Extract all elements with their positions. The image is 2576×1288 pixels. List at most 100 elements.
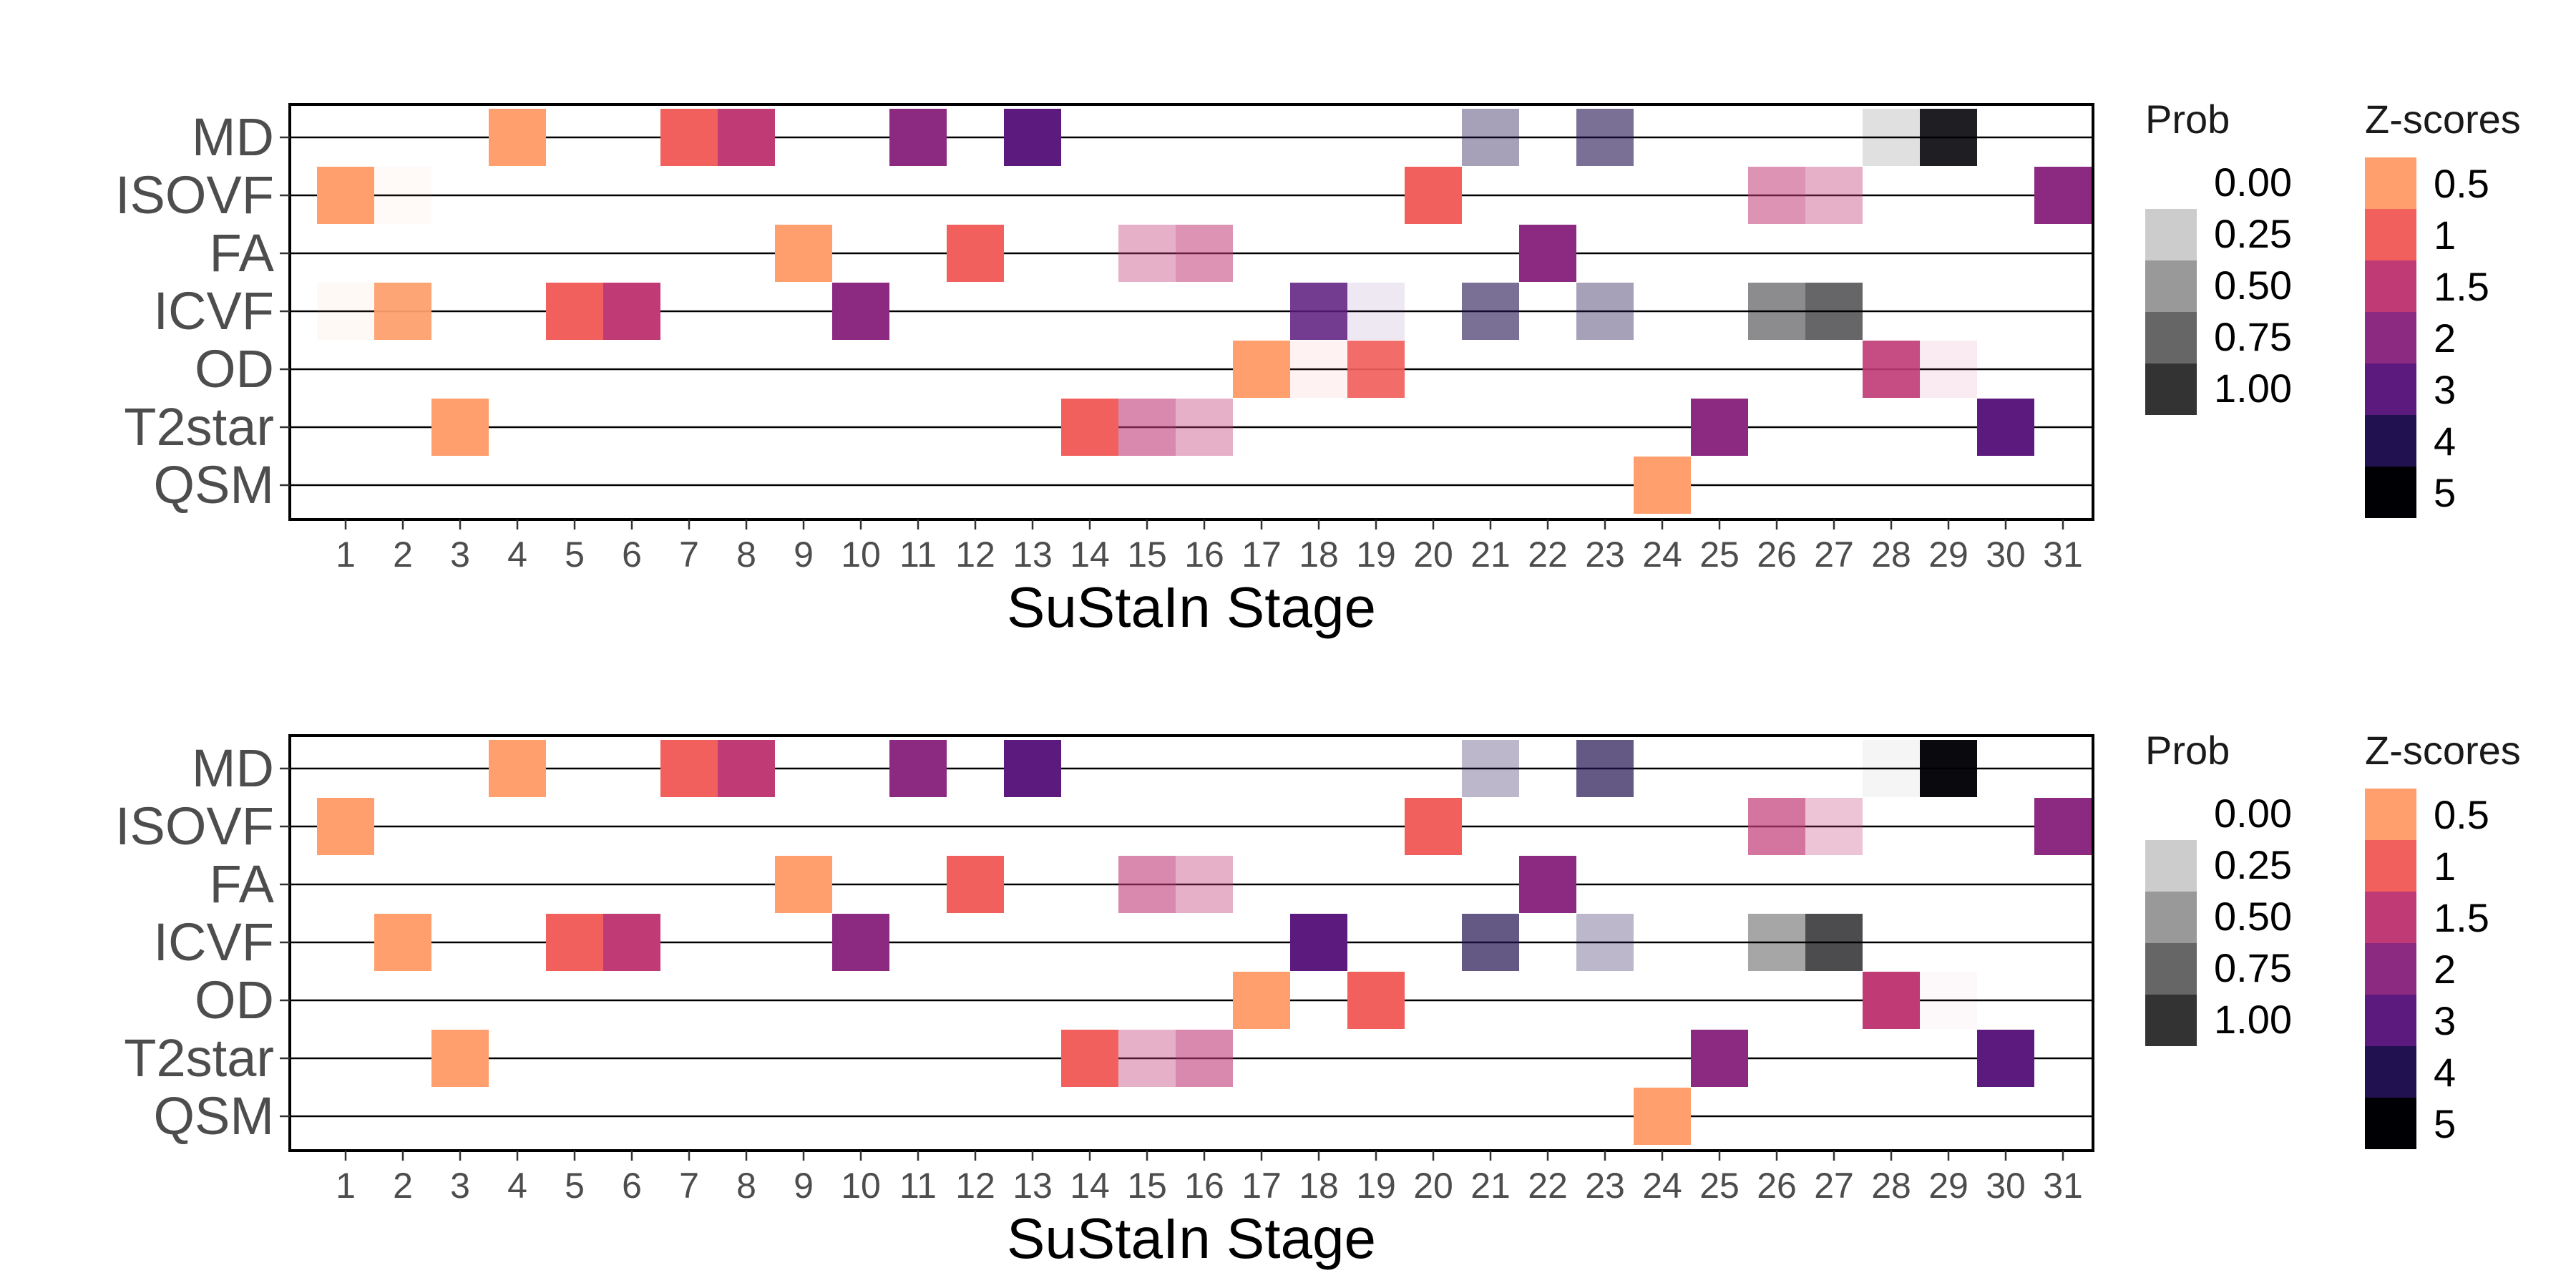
x-tick-label: 23 — [1585, 1166, 1625, 1206]
y-tick-label: FA — [210, 223, 275, 283]
y-tick-label: ICVF — [153, 281, 274, 341]
heatmap-cell — [2034, 798, 2092, 855]
heatmap-cell — [1290, 283, 1347, 340]
x-tick-label: 15 — [1127, 535, 1167, 575]
heatmap-cell — [1118, 225, 1176, 282]
x-tick-label: 13 — [1013, 535, 1053, 575]
y-tick-label: OD — [195, 970, 274, 1030]
heatmap-cell — [1290, 914, 1347, 971]
legend-prob-key — [2145, 260, 2197, 312]
heatmap-cell — [1462, 283, 1519, 340]
x-tick-label: 29 — [1928, 1166, 1968, 1206]
legend-prob-label: 0.25 — [2214, 211, 2292, 256]
y-tick-label: OD — [195, 339, 274, 399]
heatmap-cell — [2034, 167, 2092, 224]
heatmap-cell — [718, 109, 775, 166]
legend-prob-label: 0.50 — [2214, 263, 2292, 308]
x-tick-label: 19 — [1356, 535, 1396, 575]
x-axis-title: SuStaIn Stage — [1007, 575, 1376, 639]
heatmap-cell — [1519, 856, 1576, 913]
heatmap-cell — [1462, 740, 1519, 797]
legend-z-key — [2365, 892, 2416, 943]
legend-z-label: 1 — [2434, 213, 2456, 258]
x-tick-label: 13 — [1013, 1166, 1053, 1206]
heatmap-cell — [718, 740, 775, 797]
x-tick-label: 27 — [1814, 535, 1854, 575]
x-tick-label: 9 — [794, 535, 814, 575]
heatmap-cell — [1863, 972, 1920, 1029]
heatmap-cell — [1805, 798, 1863, 855]
heatmap-cell — [1748, 798, 1805, 855]
x-tick-label: 14 — [1070, 1166, 1110, 1206]
heatmap-cell — [660, 109, 718, 166]
x-tick-label: 17 — [1241, 535, 1282, 575]
heatmap-cell — [1691, 399, 1748, 456]
y-tick-label: ICVF — [153, 912, 274, 972]
x-tick-label: 6 — [622, 1166, 642, 1206]
heatmap-cell — [947, 225, 1004, 282]
x-tick-label: 11 — [899, 535, 937, 575]
x-tick-label: 23 — [1585, 535, 1625, 575]
x-tick-label: 31 — [2043, 535, 2083, 575]
x-tick-label: 8 — [736, 535, 756, 575]
heatmap-cell — [889, 109, 947, 166]
x-tick-label: 19 — [1356, 1166, 1396, 1206]
legend-prob-key — [2145, 892, 2197, 943]
x-tick-label: 25 — [1699, 1166, 1740, 1206]
legend-z-label: 3 — [2434, 367, 2456, 412]
heatmap-cell — [1118, 1030, 1176, 1087]
heatmap-cell — [1920, 341, 1977, 398]
heatmap-cell — [1347, 341, 1405, 398]
x-tick-label: 9 — [794, 1166, 814, 1206]
legend-prob-key — [2145, 995, 2197, 1046]
y-tick-label: ISOVF — [115, 796, 274, 856]
legend-z-key — [2365, 260, 2416, 312]
legend-prob-key — [2145, 364, 2197, 415]
legend-z-key — [2365, 943, 2416, 995]
heatmap-cell — [1176, 1030, 1233, 1087]
heatmap-cell — [317, 167, 374, 224]
heatmap-cell — [1576, 914, 1634, 971]
x-tick-label: 25 — [1699, 535, 1740, 575]
x-tick-label: 2 — [393, 1166, 413, 1206]
heatmap-cell — [1233, 972, 1290, 1029]
y-tick-label: FA — [210, 854, 275, 914]
x-tick-label: 12 — [955, 1166, 995, 1206]
heatmap-cell — [1920, 740, 1977, 797]
legend-z-label: 1.5 — [2434, 264, 2489, 309]
x-tick-label: 22 — [1528, 1166, 1568, 1206]
x-tick-label: 20 — [1413, 535, 1453, 575]
x-tick-label: 5 — [565, 1166, 585, 1206]
x-tick-label: 4 — [507, 535, 527, 575]
heatmap-cell — [1347, 972, 1405, 1029]
x-tick-label: 18 — [1299, 535, 1339, 575]
legend-z-key — [2365, 995, 2416, 1046]
legend-z-key — [2365, 157, 2416, 209]
heatmap-cell — [832, 283, 889, 340]
legend-prob-label: 0.00 — [2214, 160, 2292, 205]
x-tick-label: 14 — [1070, 535, 1110, 575]
x-tick-label: 29 — [1928, 535, 1968, 575]
legend-prob-key — [2145, 943, 2197, 995]
legend-prob-key — [2145, 789, 2197, 840]
y-tick-label: QSM — [153, 455, 274, 514]
x-tick-label: 22 — [1528, 535, 1568, 575]
heatmap-cell — [1118, 399, 1176, 456]
legend-z-key — [2365, 840, 2416, 892]
x-tick-label: 24 — [1642, 1166, 1682, 1206]
heatmap-cell — [317, 798, 374, 855]
heatmap-cell — [1920, 109, 1977, 166]
legend-z-label: 1 — [2434, 844, 2456, 889]
x-tick-label: 7 — [679, 535, 699, 575]
legend-z-label: 5 — [2434, 1101, 2456, 1146]
legend-z-title: Z-scores — [2365, 97, 2521, 142]
heatmap-cell — [1634, 1088, 1691, 1145]
heatmap-cell — [1176, 856, 1233, 913]
x-tick-label: 26 — [1757, 1166, 1797, 1206]
heatmap-cell — [1061, 399, 1118, 456]
legend-prob-key — [2145, 157, 2197, 209]
heatmap-cell — [1061, 1030, 1118, 1087]
y-tick-label: ISOVF — [115, 165, 274, 225]
legend-prob-label: 0.75 — [2214, 314, 2292, 359]
x-tick-label: 17 — [1241, 1166, 1282, 1206]
